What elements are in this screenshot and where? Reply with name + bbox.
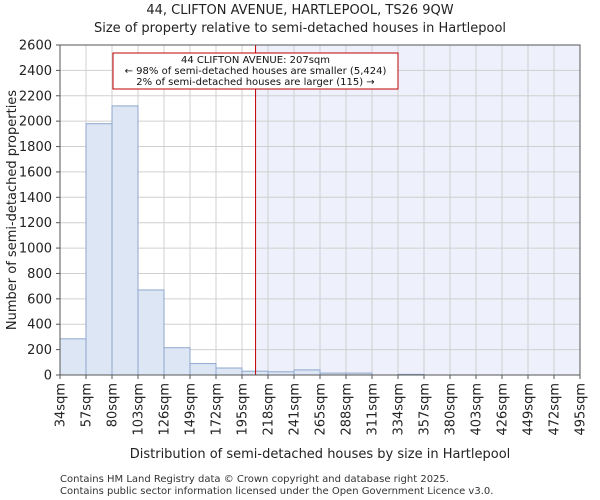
x-tick-label: 311sqm [366, 383, 381, 436]
annotation-box: 44 CLIFTON AVENUE: 207sqm ← 98% of semi-… [112, 52, 399, 90]
annotation-line-2: ← 98% of semi-detached houses are smalle… [125, 66, 387, 77]
bar [137, 289, 165, 376]
x-tick-label: 126sqm [158, 383, 173, 436]
x-axis-label: Distribution of semi-detached houses by … [130, 447, 511, 462]
x-tick-label: 149sqm [184, 383, 199, 436]
y-tick-label: 1000 [19, 242, 52, 257]
y-axis-ticks: 0 200 400 600 800 1000 1200 1400 1600 1800 2000 220… [19, 39, 60, 384]
bar [85, 123, 113, 376]
x-tick-label: 288sqm [340, 383, 355, 436]
x-tick-label: 357sqm [418, 383, 433, 436]
y-tick-label: 2400 [19, 64, 52, 79]
footer-licence: Contains public sector information licen… [60, 486, 494, 497]
y-tick-label: 2200 [19, 89, 52, 104]
y-axis-label: Number of semi-detached properties [5, 90, 20, 330]
x-tick-label: 57sqm [80, 383, 95, 427]
x-tick-label: 80sqm [106, 383, 121, 427]
annotation-line-1: 44 CLIFTON AVENUE: 207sqm [181, 55, 330, 66]
bar [215, 367, 243, 376]
bar [189, 363, 217, 376]
x-tick-label: 426sqm [496, 383, 511, 436]
x-tick-label: 403sqm [470, 383, 485, 436]
x-tick-label: 495sqm [574, 383, 589, 436]
y-tick-label: 800 [27, 267, 52, 282]
x-tick-label: 218sqm [262, 383, 277, 436]
bar [241, 370, 269, 376]
highlight-region [255, 45, 580, 375]
y-tick-label: 2000 [19, 115, 52, 130]
chart-title: 44, CLIFTON AVENUE, HARTLEPOOL, TS26 9QW [146, 3, 454, 18]
footer-copyright: Contains HM Land Registry data © Crown c… [60, 474, 449, 485]
y-tick-label: 400 [27, 318, 52, 333]
x-tick-label: 472sqm [548, 383, 563, 436]
x-tick-label: 265sqm [314, 383, 329, 436]
y-tick-label: 1400 [19, 191, 52, 206]
x-tick-label: 34sqm [54, 383, 69, 427]
annotation-frame [112, 52, 399, 90]
x-tick-label: 334sqm [392, 383, 407, 436]
y-tick-label: 1800 [19, 140, 52, 155]
chart-subtitle: Size of property relative to semi-detach… [93, 21, 507, 36]
x-axis-ticks: 34sqm 57sqm 80sqm 103sqm 126sqm 149sqm 172sqm 1… [54, 375, 589, 436]
y-tick-label: 1200 [19, 216, 52, 231]
annotation-line-3: 2% of semi-detached houses are larger (1… [136, 77, 374, 88]
bar [163, 347, 191, 376]
bar [59, 338, 87, 376]
bar [111, 105, 139, 376]
y-tick-label: 1600 [19, 165, 52, 180]
y-tick-label: 2600 [19, 39, 52, 54]
bar [293, 369, 321, 376]
x-tick-label: 449sqm [522, 383, 537, 436]
x-tick-label: 241sqm [288, 383, 303, 436]
x-tick-label: 172sqm [210, 383, 225, 436]
y-tick-label: 600 [27, 292, 52, 307]
histogram-chart: 0 200 400 600 800 1000 1200 1400 1600 1800 2000 220… [5, 39, 589, 463]
x-tick-label: 195sqm [236, 383, 251, 436]
x-tick-label: 380sqm [444, 383, 459, 436]
y-tick-label: 200 [27, 343, 52, 358]
x-tick-label: 103sqm [132, 383, 147, 436]
y-tick-label: 0 [44, 369, 52, 384]
